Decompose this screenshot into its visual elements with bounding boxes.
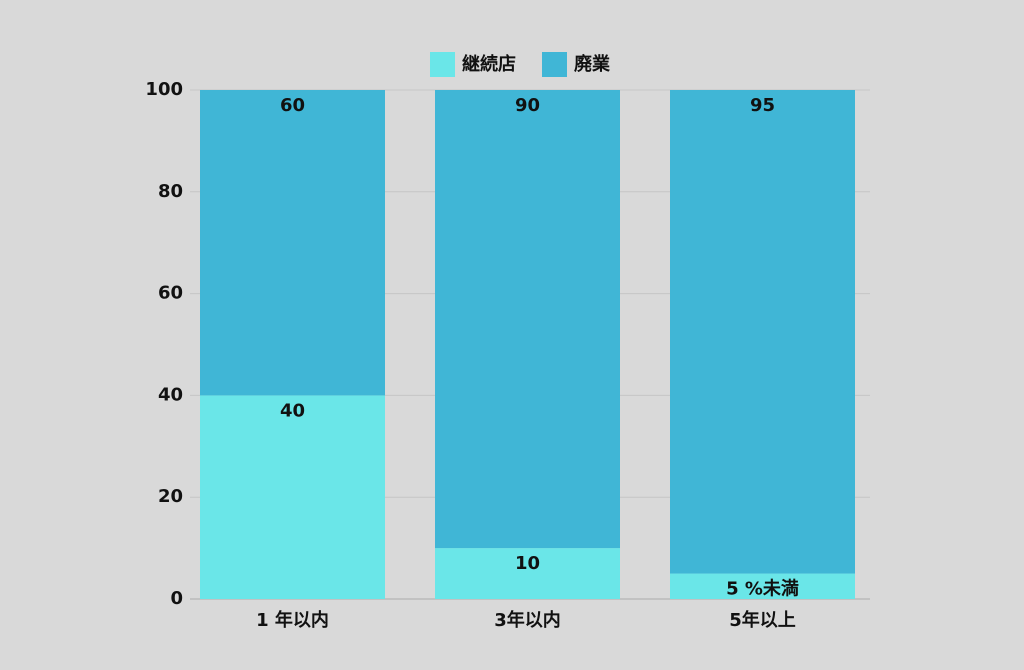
- x-tick-label: 3年以内: [494, 609, 561, 631]
- bar-segment: [200, 395, 385, 599]
- legend-swatch: [542, 52, 567, 77]
- y-tick-label: 40: [158, 384, 183, 405]
- bar-segment: [670, 90, 855, 574]
- data-label: 10: [515, 553, 540, 574]
- data-label: 5 %未満: [726, 578, 799, 600]
- bar-segment: [435, 548, 620, 599]
- data-label: 95: [750, 95, 775, 116]
- y-tick-label: 0: [170, 588, 183, 609]
- legend-label: 継続店: [462, 53, 516, 75]
- bar-segment: [200, 90, 385, 396]
- data-label: 40: [280, 400, 305, 421]
- data-label: 90: [515, 95, 540, 116]
- y-tick-label: 80: [158, 181, 183, 202]
- legend-label: 廃業: [574, 53, 611, 75]
- y-tick-label: 20: [158, 486, 183, 507]
- data-label: 60: [280, 95, 305, 116]
- bar-segment: [670, 573, 855, 599]
- x-tick-label: 5年以上: [729, 609, 796, 631]
- y-tick-label: 100: [145, 79, 183, 100]
- y-tick-label: 60: [158, 283, 183, 304]
- x-tick-label: 1 年以内: [256, 609, 329, 631]
- legend-swatch: [430, 52, 455, 77]
- bar-segment: [435, 90, 620, 549]
